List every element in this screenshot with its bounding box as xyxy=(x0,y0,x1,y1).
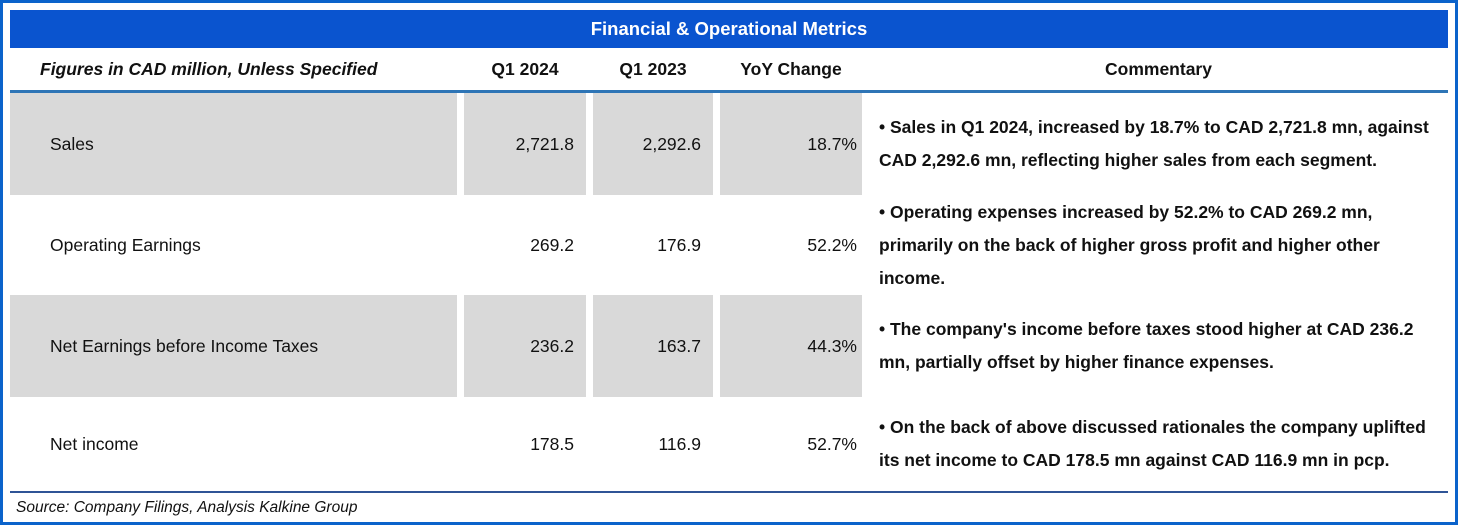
source-note: Source: Company Filings, Analysis Kalkin… xyxy=(16,498,358,516)
column-header-commentary: Commentary xyxy=(1105,58,1212,79)
source-row: Source: Company Filings, Analysis Kalkin… xyxy=(10,491,1448,522)
row-q1-2024-value: 2,721.8 xyxy=(464,93,586,195)
row-q1-2024-value: 178.5 xyxy=(530,433,574,454)
table-title-bar: Financial & Operational Metrics xyxy=(10,10,1448,48)
row-q1-2024-value: 236.2 xyxy=(464,295,586,397)
row-label: Operating Earnings xyxy=(50,234,201,255)
column-header-q1-2024: Q1 2024 xyxy=(491,58,559,79)
row-yoy-value: 52.2% xyxy=(807,234,857,255)
row-label: Net Earnings before Income Taxes xyxy=(10,295,457,397)
row-q1-2023-value: 176.9 xyxy=(657,234,701,255)
column-header-q1-2023: Q1 2023 xyxy=(619,58,687,79)
row-label: Net income xyxy=(50,433,139,454)
row-commentary: • The company's income before taxes stoo… xyxy=(879,319,1414,372)
table-row-sales: Sales 2,721.8 2,292.6 18.7% • Sales in Q… xyxy=(10,93,1448,195)
row-commentary: • On the back of above discussed rationa… xyxy=(879,417,1426,470)
row-commentary: • Sales in Q1 2024, increased by 18.7% t… xyxy=(879,117,1429,170)
table-title: Financial & Operational Metrics xyxy=(590,18,868,39)
column-header-row: Figures in CAD million, Unless Specified… xyxy=(10,48,1448,93)
table-row-net-earnings-before-taxes: Net Earnings before Income Taxes 236.2 1… xyxy=(10,295,1448,397)
row-q1-2023-value: 2,292.6 xyxy=(593,93,713,195)
table-row-net-income: Net income 178.5 116.9 52.7% • On the ba… xyxy=(10,397,1448,491)
row-q1-2023-value: 116.9 xyxy=(658,433,702,454)
column-header-yoy-change: YoY Change xyxy=(740,58,842,79)
row-yoy-value: 44.3% xyxy=(720,295,862,397)
row-label: Sales xyxy=(10,93,457,195)
table-row-operating-earnings: Operating Earnings 269.2 176.9 52.2% • O… xyxy=(10,195,1448,295)
row-q1-2024-value: 269.2 xyxy=(530,234,574,255)
row-commentary: • Operating expenses increased by 52.2% … xyxy=(879,201,1380,288)
row-yoy-value: 18.7% xyxy=(720,93,862,195)
column-header-unit-note: Figures in CAD million, Unless Specified xyxy=(40,58,378,79)
row-q1-2023-value: 163.7 xyxy=(593,295,713,397)
row-yoy-value: 52.7% xyxy=(807,433,857,454)
